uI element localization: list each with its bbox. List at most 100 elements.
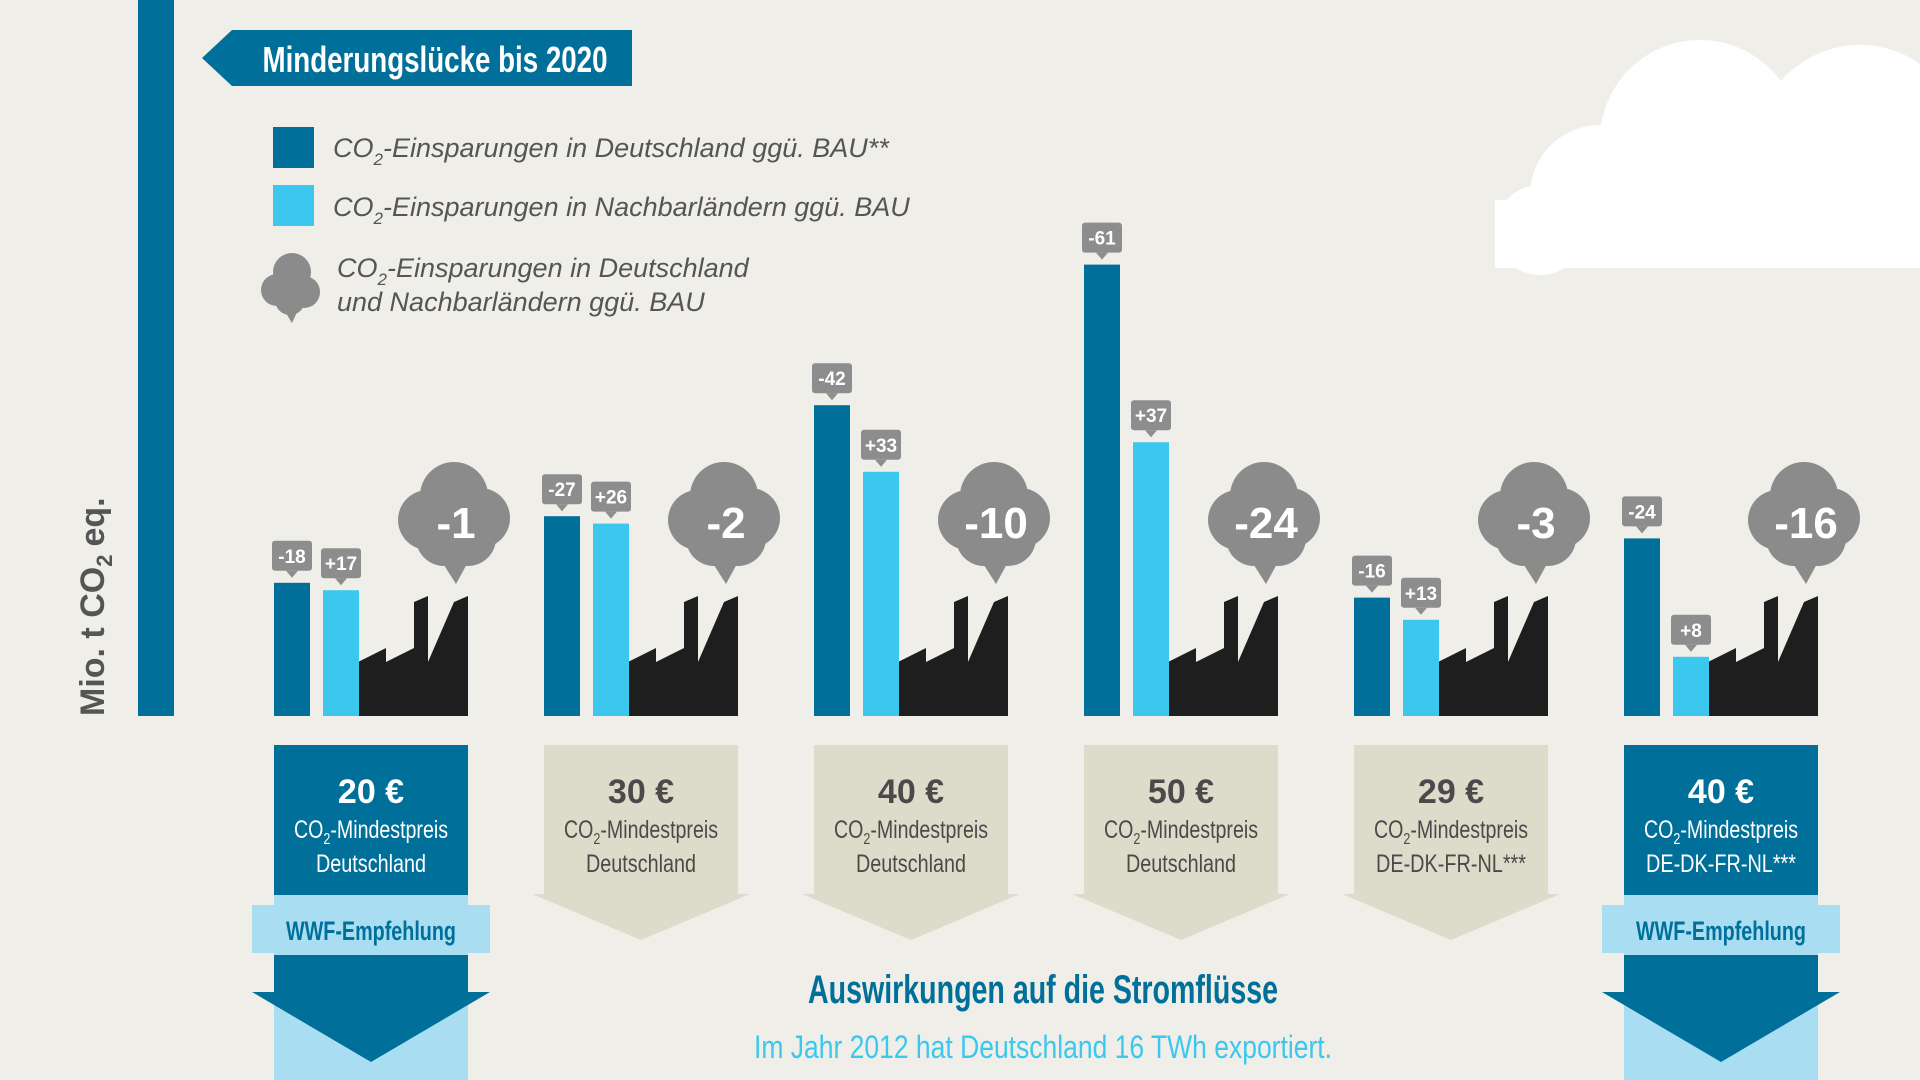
cloud-icon	[398, 462, 510, 584]
category-group-6: -24 +8 -16 WWF-Empfehlung 40 € CO2-Mindestpre…	[1602, 462, 1860, 1080]
price-description-line2: Deutschland	[856, 850, 966, 878]
price-arrow-body	[1624, 745, 1818, 895]
combined-value-label: -24	[1234, 499, 1298, 548]
cloud-icon	[668, 462, 780, 584]
cloud-pointer	[982, 562, 1008, 584]
value-label-neighbors: +26	[595, 488, 627, 509]
value-badge	[321, 548, 361, 579]
value-badge-pointer	[875, 459, 887, 467]
value-badge-pointer	[1636, 526, 1648, 534]
legend-swatch-germany	[273, 127, 314, 168]
bar-germany	[1354, 597, 1390, 716]
category-group-5: -16 +13 -3 29 € CO2-MindestpreisDE-DK-FR-NL*…	[1342, 462, 1590, 940]
value-label-neighbors: +37	[1135, 406, 1167, 427]
factory-icon	[1708, 596, 1818, 716]
value-badge-pointer	[335, 578, 347, 586]
price-label: 40 €	[1688, 773, 1754, 811]
value-badge	[861, 429, 901, 460]
value-badge	[1671, 614, 1711, 645]
price-arrow	[1072, 745, 1290, 940]
value-label-germany: -61	[1088, 229, 1116, 250]
cloud-icon	[1208, 462, 1320, 584]
combined-value-label: -3	[1516, 499, 1555, 548]
price-label: 30 €	[608, 773, 674, 811]
value-badge-pointer	[1366, 585, 1378, 593]
price-description-line1: CO2-Mindestpreis	[1374, 816, 1528, 848]
value-badge-pointer	[826, 393, 838, 401]
wwf-recommendation-label: WWF-Empfehlung	[286, 916, 456, 946]
bar-neighbors	[593, 523, 629, 716]
cloud-pointer	[1252, 562, 1278, 584]
price-label: 50 €	[1148, 773, 1214, 811]
value-badge-pointer	[1145, 430, 1157, 438]
y-axis-bar	[138, 0, 174, 716]
bar-neighbors	[1403, 619, 1439, 716]
title-banner: Minderungslücke bis 2020	[202, 30, 632, 86]
cloud-puff	[1790, 510, 1846, 566]
cloud-pointer	[712, 562, 738, 584]
bar-germany	[1624, 538, 1660, 716]
value-label-neighbors: +13	[1405, 584, 1437, 605]
bar-germany	[814, 405, 850, 716]
value-label-germany: -42	[818, 369, 845, 390]
value-badge	[542, 474, 582, 505]
price-label: 29 €	[1418, 773, 1484, 811]
value-label-germany: -16	[1358, 562, 1385, 583]
factory-icon	[358, 596, 468, 716]
value-badge-pointer	[605, 511, 617, 519]
chart-title: Minderungslücke bis 2020	[263, 39, 608, 80]
category-group-1: -18 +17 -1 WWF-Empfehlung 20 € CO2-Mindestpre…	[252, 462, 510, 1080]
price-description-line1: CO2-Mindestpreis	[1104, 816, 1258, 848]
price-arrow	[532, 745, 750, 940]
wwf-recommendation-label: WWF-Empfehlung	[1636, 916, 1806, 946]
price-description-line1: CO2-Mindestpreis	[834, 816, 988, 848]
factory-icon	[1438, 596, 1548, 716]
bar-neighbors	[323, 590, 359, 716]
price-label: 20 €	[338, 773, 404, 811]
legend-cloud-icon	[261, 253, 320, 323]
combined-value-label: -2	[706, 499, 745, 548]
footer-heading: Auswirkungen auf die Stromflüsse	[808, 968, 1278, 1012]
price-description-line2: Deutschland	[586, 850, 696, 878]
combined-value-label: -1	[436, 499, 475, 548]
cloud-puff	[440, 510, 496, 566]
bar-neighbors	[1133, 442, 1169, 716]
price-arrow	[1342, 745, 1560, 940]
cloud-pointer	[442, 562, 468, 584]
value-badge	[1131, 400, 1171, 431]
combined-value-label: -16	[1774, 499, 1838, 548]
price-description-line1: CO2-Mindestpreis	[294, 816, 448, 848]
price-description-line2: DE-DK-FR-NL***	[1376, 850, 1526, 878]
price-arrow-head	[1602, 955, 1840, 1062]
price-arrow-head	[252, 955, 490, 1062]
cloud-pointer	[1792, 562, 1818, 584]
cloud-pointer	[1522, 562, 1548, 584]
y-axis-label: Mio. t CO2eq.	[74, 497, 117, 716]
price-description-line2: Deutschland	[1126, 850, 1236, 878]
factory-icon	[898, 596, 1008, 716]
legend-label-neighbors: CO2-Einsparungen in Nachbarländern ggü. …	[333, 192, 910, 228]
value-badge	[1352, 555, 1392, 586]
legend-label-germany: CO2-Einsparungen in Deutschland ggü. BAU…	[333, 133, 890, 169]
factory-icon	[628, 596, 738, 716]
bar-germany	[544, 516, 580, 716]
bar-germany	[1084, 264, 1120, 716]
cloud-icon	[938, 462, 1050, 584]
cloud-puff	[710, 510, 766, 566]
legend-swatch-neighbors	[273, 185, 314, 226]
value-badge-pointer	[1685, 644, 1697, 652]
price-description-line2: Deutschland	[316, 850, 426, 878]
cloud-icon	[1748, 462, 1860, 584]
value-badge-pointer	[556, 504, 568, 512]
bar-germany	[274, 582, 310, 716]
price-arrow-body	[274, 745, 468, 895]
legend-label-combined-1: CO2-Einsparungen in Deutschland	[337, 253, 750, 289]
value-label-germany: -24	[1628, 502, 1656, 523]
price-description-line1: CO2-Mindestpreis	[564, 816, 718, 848]
price-label: 40 €	[878, 773, 944, 811]
bar-neighbors	[863, 471, 899, 716]
factory-icon	[1168, 596, 1278, 716]
